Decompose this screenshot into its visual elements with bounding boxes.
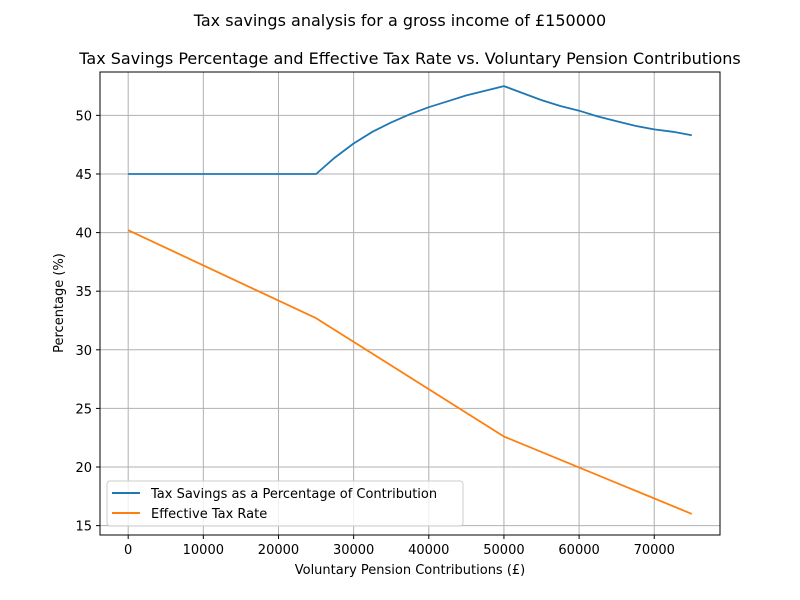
x-tick-label: 60000 <box>558 543 599 558</box>
y-tick-label: 50 <box>75 109 92 124</box>
y-tick-label: 20 <box>75 461 92 476</box>
chart-title: Tax Savings Percentage and Effective Tax… <box>78 49 740 68</box>
legend-box <box>106 480 464 527</box>
y-tick-label: 30 <box>75 344 92 359</box>
legend-label-tax-savings: Tax Savings as a Percentage of Contribut… <box>150 487 437 502</box>
plot-frame <box>99 71 721 536</box>
legend: Tax Savings as a Percentage of Contribut… <box>106 480 464 527</box>
x-tick-label: 20000 <box>258 543 299 558</box>
x-axis-ticks: 0 10000 20000 30000 40000 50000 60000 70000 <box>124 535 675 558</box>
y-axis-label: Percentage (%) <box>52 253 67 353</box>
x-tick-label: 40000 <box>408 543 449 558</box>
legend-label-effective-tax-rate: Effective Tax Rate <box>151 507 267 522</box>
x-tick-label: 0 <box>124 543 132 558</box>
x-tick-label: 50000 <box>483 543 524 558</box>
x-tick-label: 10000 <box>183 543 224 558</box>
effective-tax-rate-line <box>127 229 693 515</box>
x-axis-label: Voluntary Pension Contributions (£) <box>295 563 526 578</box>
y-tick-label: 45 <box>75 168 92 183</box>
x-tick-label: 70000 <box>634 543 675 558</box>
y-tick-label: 40 <box>75 227 92 242</box>
y-tick-label: 25 <box>75 402 92 417</box>
y-tick-label: 35 <box>75 285 92 300</box>
figure-suptitle: Tax savings analysis for a gross income … <box>193 11 606 30</box>
y-axis-ticks: 15 20 25 30 35 40 45 50 <box>75 109 100 535</box>
tax-savings-line <box>128 85 692 175</box>
plot-lines <box>127 85 693 515</box>
y-tick-label: 15 <box>75 520 92 535</box>
x-tick-label: 30000 <box>333 543 374 558</box>
